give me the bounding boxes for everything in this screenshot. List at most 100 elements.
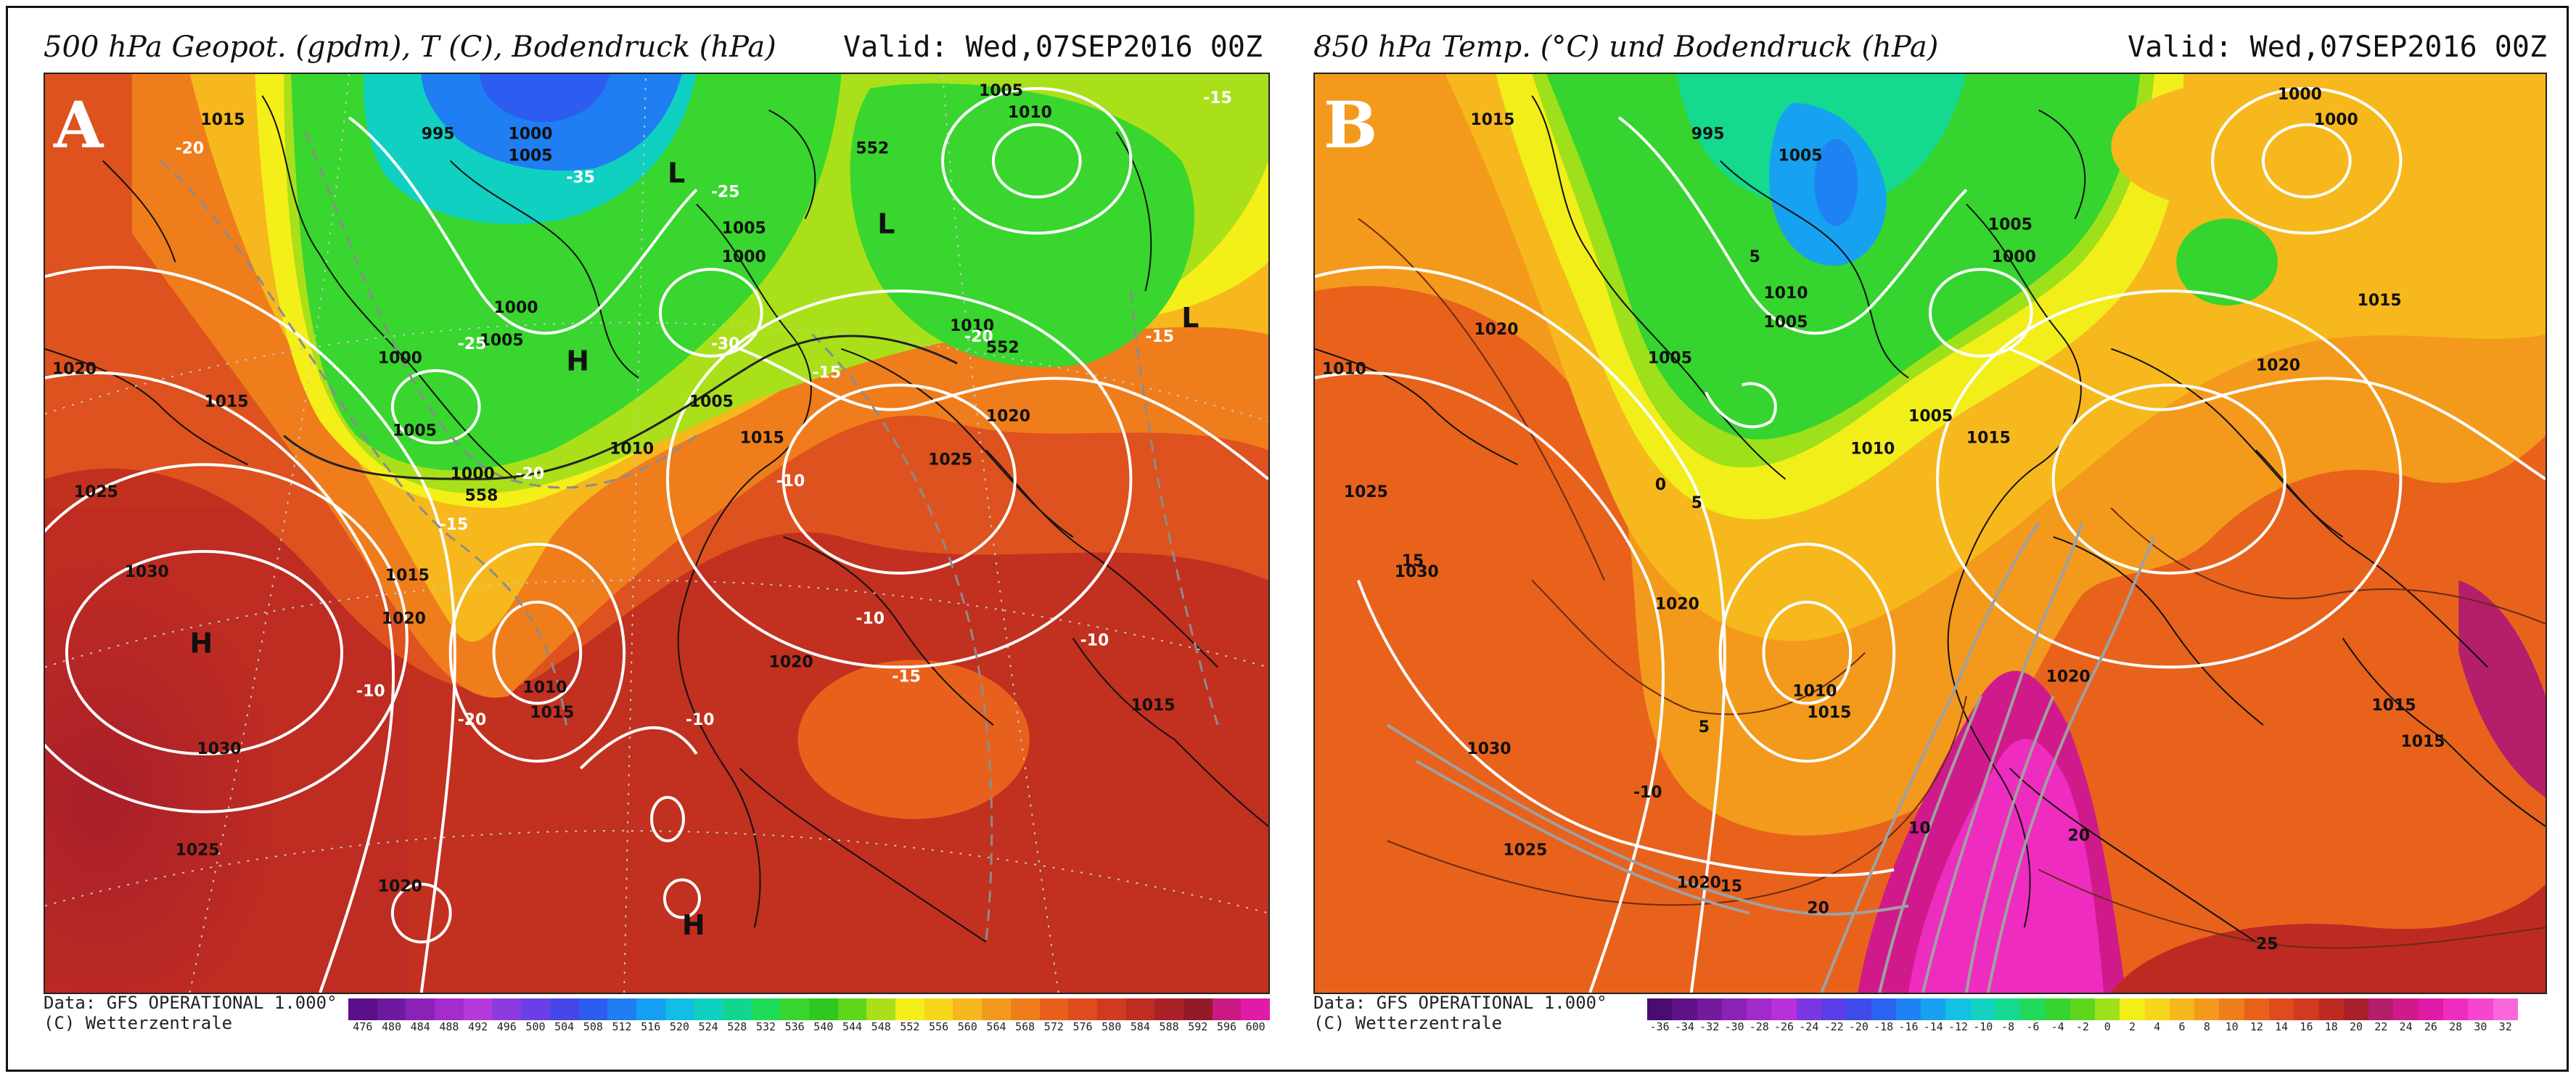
a-plabel-6: 1005: [979, 82, 1023, 100]
b-plabel-22: 1015: [2372, 697, 2416, 715]
a-plabel-3: 1005: [508, 147, 552, 165]
a-plabel-4: 1005: [722, 219, 766, 237]
colorbar-tick-label: -32: [1699, 1020, 1720, 1033]
colorbar-segment: [1846, 998, 1871, 1020]
panel-a-title: 500 hPa Geopot. (gpdm), T (C), Bodendruc…: [44, 30, 776, 64]
colorbar-segment: [1821, 998, 1847, 1020]
b-plabel-1: 995: [1691, 126, 1725, 144]
colorbar-tick-label: 552: [900, 1020, 920, 1033]
colorbar-tick-label: -28: [1749, 1020, 1769, 1033]
a-plabel-30: 1005: [393, 422, 437, 440]
a-isobars: [45, 86, 1268, 993]
colorbar-tick-label: 524: [698, 1020, 718, 1033]
b-plabel-4: 1005: [1988, 216, 2033, 234]
b-plabel-24: 1015: [1966, 429, 2011, 447]
b-coastlines: [1315, 95, 2546, 943]
colorbar-segment: [2095, 998, 2120, 1020]
colorbar-tick-label: 572: [1043, 1020, 1064, 1033]
panel-b-colorbar: [1647, 998, 2518, 1020]
panel-a-header: 500 hPa Geopot. (gpdm), T (C), Bodendruc…: [44, 30, 1277, 74]
colorbar-segment: [1096, 998, 1126, 1020]
a-plabel-1: 995: [422, 126, 455, 144]
colorbar-segment: [521, 998, 550, 1020]
b-plabel-13: 1020: [1474, 321, 1518, 339]
colorbar-tick-label: 564: [986, 1020, 1006, 1033]
colorbar-segment: [406, 998, 435, 1020]
panel-b-title: 850 hPa Temp. (°C) und Bodendruck (hPa): [1313, 30, 1939, 64]
b-plabel-27: 1020: [2046, 668, 2091, 686]
b-plabel-9: 1020: [2256, 357, 2300, 375]
colorbar-tick-label: -8: [2001, 1020, 2015, 1033]
colorbar-tick-label: 488: [439, 1020, 459, 1033]
a-tlabel-0: -20: [176, 140, 205, 158]
colorbar-segment: [2318, 998, 2344, 1020]
colorbar-segment: [2343, 998, 2369, 1020]
colorbar-tick-label: 596: [1216, 1020, 1237, 1033]
b-tlabel-0: 15: [1402, 552, 1424, 570]
a-fill-516: [421, 74, 682, 171]
colorbar-segment: [2169, 998, 2195, 1020]
b-fill-4-ne: [2176, 218, 2278, 305]
a-isotherms: [160, 131, 1219, 943]
b-plabel-0: 1015: [1470, 111, 1514, 129]
a-plabel-29: 1020: [986, 407, 1030, 425]
a-low-marker-2: L: [1181, 302, 1199, 334]
a-glabel-1: 558: [465, 487, 499, 505]
colorbar-tick-label: 556: [929, 1020, 949, 1033]
colorbar-tick-label: -12: [1948, 1020, 1969, 1033]
colorbar-segment: [2020, 998, 2046, 1020]
a-plabel-22: 1010: [522, 678, 567, 697]
panel-b: 850 hPa Temp. (°C) und Bodendruck (hPa) …: [1299, 0, 2576, 1079]
b-plabel-15: 1030: [1395, 563, 1439, 581]
colorbar-tick-label: 30: [2474, 1020, 2487, 1033]
colorbar-segment: [751, 998, 781, 1020]
colorbar-tick-label: -4: [2051, 1020, 2064, 1033]
colorbar-tick-label: 0: [2104, 1020, 2111, 1033]
b-tlabel-9: 5: [1750, 248, 1760, 266]
colorbar-segment: [1921, 998, 1946, 1020]
a-glabel-2: 552: [986, 339, 1020, 357]
colorbar-segment: [2120, 998, 2145, 1020]
b-plabel-19: 1010: [1792, 682, 1837, 700]
panel-a-copyright: (C) Wetterzentrale: [44, 1013, 233, 1033]
colorbar-segment: [1183, 998, 1213, 1020]
b-trajectories: [1386, 521, 2157, 993]
a-temp-labels: -20 -25 -35 -25 -30 -20 -20 -15 -15 -10 …: [176, 89, 1232, 729]
colorbar-segment: [694, 998, 723, 1020]
a-plabel-27: 1010: [950, 317, 994, 335]
b-plabel-6: 1005: [1764, 313, 1808, 332]
colorbar-tick-label: -26: [1774, 1020, 1794, 1033]
colorbar-segment: [2468, 998, 2493, 1020]
colorbar-tick-label: -20: [1848, 1020, 1869, 1033]
panel-a-footer: Data: GFS OPERATIONAL 1.000° (C) Wetterz…: [44, 993, 337, 1033]
colorbar-tick-label: 4: [2154, 1020, 2161, 1033]
colorbar-segment: [953, 998, 983, 1020]
colorbar-segment: [665, 998, 694, 1020]
a-glabel-0: 552: [856, 140, 889, 158]
colorbar-segment: [1010, 998, 1040, 1020]
colorbar-tick-label: 508: [583, 1020, 603, 1033]
b-tlabel-1: 0: [1655, 476, 1666, 494]
a-graticule: [45, 74, 1268, 993]
colorbar-tick-label: 576: [1072, 1020, 1093, 1033]
a-tlabel-8: -15: [1145, 328, 1174, 346]
colorbar-tick-label: -2: [2075, 1020, 2089, 1033]
colorbar-segment: [1945, 998, 1971, 1020]
colorbar-tick-label: 476: [353, 1020, 373, 1033]
colorbar-segment: [809, 998, 838, 1020]
panel-b-source: Data: GFS OPERATIONAL 1.000°: [1313, 993, 1607, 1013]
b-isotherms: [1358, 218, 2546, 949]
a-high-marker-1: H: [566, 345, 589, 377]
colorbar-segment: [1721, 998, 1747, 1020]
colorbar-segment: [924, 998, 953, 1020]
colorbar-tick-label: 6: [2178, 1020, 2186, 1033]
panel-a-colorbar: [348, 998, 1270, 1020]
colorbar-segment: [895, 998, 924, 1020]
colorbar-segment: [2493, 998, 2518, 1020]
a-tlabel-4: -30: [711, 335, 740, 353]
colorbar-segment: [1871, 998, 1896, 1020]
panel-b-map-svg: 1015 995 1000 1005 1005 1000 1005 1010 1…: [1315, 74, 2546, 993]
colorbar-segment: [1154, 998, 1184, 1020]
colorbar-tick-label: 600: [1245, 1020, 1266, 1033]
a-fill-540-east: [850, 83, 1194, 367]
